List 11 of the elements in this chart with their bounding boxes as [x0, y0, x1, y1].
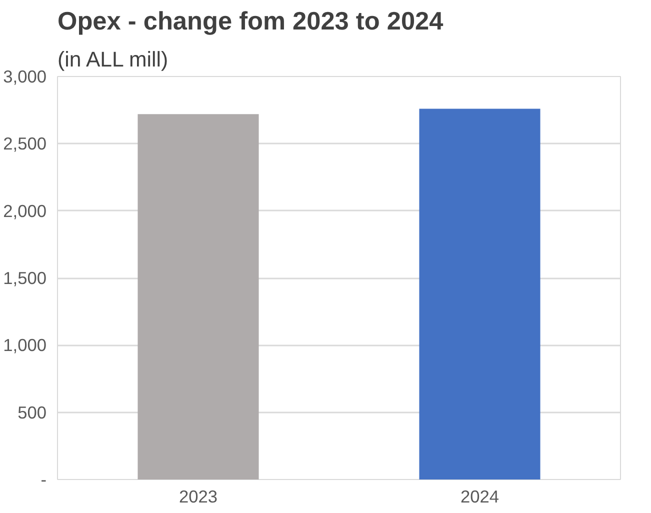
y-tick-label: 500 [18, 402, 47, 422]
x-tick-label: 2023 [178, 486, 218, 506]
chart-subtitle: (in ALL mill) [58, 48, 168, 72]
y-tick-label: 1,500 [3, 268, 47, 288]
y-tick-label: 1,000 [3, 335, 47, 356]
y-tick-label: 2,500 [3, 134, 47, 154]
y-tick-label: - [40, 470, 47, 490]
chart-title: Opex - change fom 2023 to 2024 [58, 8, 444, 36]
x-tick-label: 2024 [460, 486, 500, 506]
y-tick-label: 3,000 [3, 66, 47, 86]
y-tick-label: 2,000 [3, 200, 47, 221]
